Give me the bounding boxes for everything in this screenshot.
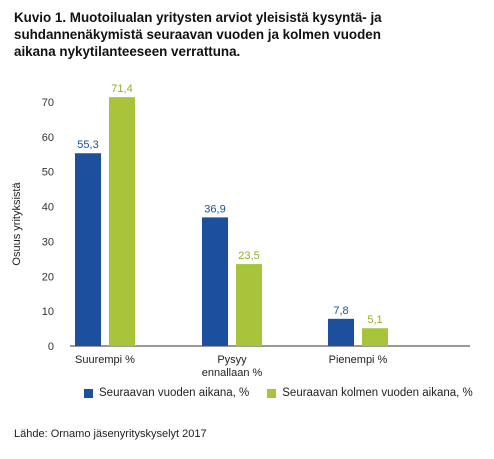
bar-series-1-cat-2 [202,217,228,346]
chart-title-line-3: aikana nykytilanteeseen verrattuna. [14,44,241,59]
y-tick-label-0: 0 [48,341,54,353]
y-tick-label-3: 30 [42,236,54,248]
bar-chart: 0 10 20 30 40 50 60 70 Osuus yrityksistä 55,3 36,9… [11,83,470,379]
legend-item-series-2: Seuraavan kolmen vuoden aikana, % [267,387,473,399]
y-tick-label-7: 70 [42,97,54,109]
bar-series-2-cat-2 [236,264,262,346]
chart-title-line-1: Kuvio 1. Muotoilualan yritysten arviot y… [14,10,382,25]
data-label-series-1-cat-1: 55,3 [77,139,98,151]
data-label-series-2-cat-1: 71,4 [111,83,132,95]
data-label-series-2-cat-2: 23,5 [238,250,259,262]
legend-swatch-series-2 [267,388,277,398]
legend-label-series-1: Seuraavan vuoden aikana, % [99,387,250,399]
y-tick-label-6: 60 [42,132,54,144]
category-label-3-line-1: Pienempi % [329,354,388,366]
category-label-2-line-1: Pysyy [217,354,247,366]
y-tick-label-1: 10 [42,306,54,318]
legend-item-series-1: Seuraavan vuoden aikana, % [84,387,249,399]
y-tick-label-5: 50 [42,167,54,179]
y-tick-label-2: 20 [42,271,54,283]
data-label-series-1-cat-3: 7,8 [333,305,348,317]
source-note: Lähde: Ornamo jäsenyrityskyselyt 2017 [14,428,207,440]
legend: Seuraavan vuoden aikana, % Seuraavan kol… [84,387,491,399]
bar-series-1-cat-1 [75,153,101,346]
bar-series-2-cat-3 [362,328,388,346]
chart-title-line-2: suhdannenäkymistä seuraavan vuoden ja ko… [14,27,381,42]
y-tick-label-4: 40 [42,202,54,214]
legend-label-series-2: Seuraavan kolmen vuoden aikana, % [282,387,473,399]
data-label-series-1-cat-2: 36,9 [204,203,225,215]
y-axis-label: Osuus yrityksistä [11,182,23,266]
legend-swatch-series-1 [84,388,93,398]
category-label-1-line-1: Suurempi % [75,354,135,366]
bar-series-1-cat-3 [328,318,354,346]
category-label-2-line-2: ennallaan % [202,367,263,379]
bar-series-2-cat-1 [109,97,135,347]
chart-title: Kuvio 1. Muotoilualan yritysten arviot y… [14,9,484,60]
data-label-series-2-cat-3: 5,1 [367,314,382,326]
